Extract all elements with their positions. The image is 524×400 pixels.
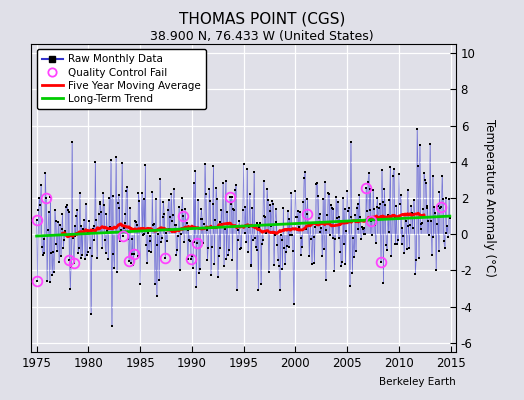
Text: Berkeley Earth: Berkeley Earth bbox=[379, 377, 456, 387]
Text: 38.900 N, 76.433 W (United States): 38.900 N, 76.433 W (United States) bbox=[150, 30, 374, 43]
Text: THOMAS POINT (CGS): THOMAS POINT (CGS) bbox=[179, 12, 345, 27]
Y-axis label: Temperature Anomaly (°C): Temperature Anomaly (°C) bbox=[483, 119, 496, 277]
Legend: Raw Monthly Data, Quality Control Fail, Five Year Moving Average, Long-Term Tren: Raw Monthly Data, Quality Control Fail, … bbox=[37, 49, 206, 109]
